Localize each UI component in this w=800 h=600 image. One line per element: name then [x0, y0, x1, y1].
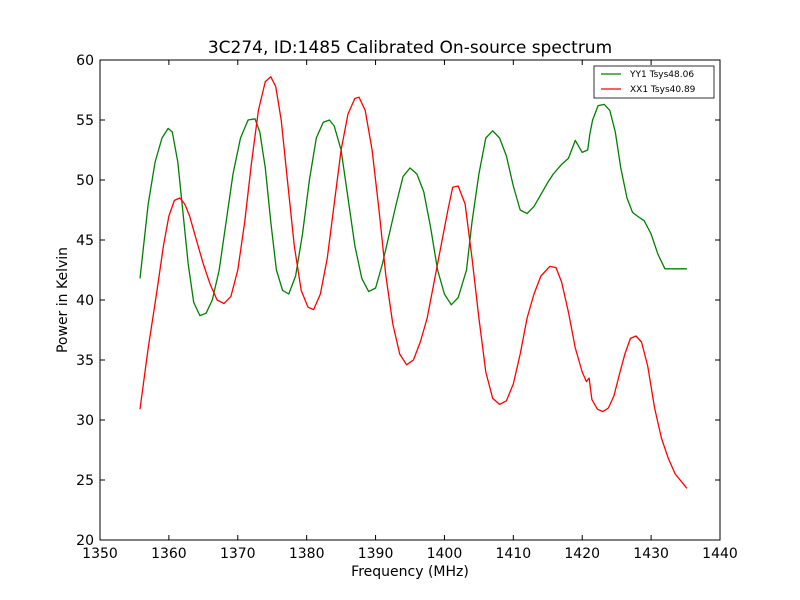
plot-series	[139, 76, 688, 489]
legend-box	[593, 65, 715, 99]
legend-label-xx1: XX1 Tsys40.89	[630, 85, 696, 95]
legend-label-yy1: YY1 Tsys48.06	[629, 70, 694, 80]
axis-ticks: 1350 1360 1370 1380 1390 1400 1410 1420 1430 1440…	[76, 53, 738, 562]
x-tick-label: 1430	[633, 546, 669, 562]
series-line-xx1	[139, 76, 688, 489]
x-tick-label: 1410	[496, 546, 532, 562]
x-axis-title: Frequency (MHz)	[351, 564, 469, 580]
series-line-yy1	[139, 103, 687, 317]
legend: YY1 Tsys48.06 XX1 Tsys40.89	[593, 65, 715, 99]
y-axis-title: Power in Kelvin	[55, 247, 71, 353]
x-tick-label: 1350	[82, 546, 118, 562]
x-tick-label: 1370	[220, 546, 256, 562]
chart-title: 3C274, ID:1485 Calibrated On-source spec…	[208, 38, 612, 58]
y-tick-label: 50	[76, 173, 94, 189]
x-tick-label: 1400	[427, 546, 463, 562]
x-tick-label: 1390	[358, 546, 394, 562]
x-tick-label: 1440	[702, 546, 738, 562]
x-tick-label: 1360	[151, 546, 187, 562]
y-tick-label: 55	[76, 113, 94, 129]
x-tick-label: 1380	[289, 546, 325, 562]
x-tick-label: 1420	[564, 546, 600, 562]
y-tick-label: 20	[76, 533, 94, 549]
y-tick-label: 40	[76, 293, 94, 309]
y-tick-label: 45	[76, 233, 94, 249]
y-tick-label: 35	[76, 353, 94, 369]
y-tick-label: 25	[76, 473, 94, 489]
y-tick-label: 30	[76, 413, 94, 429]
y-tick-label: 60	[76, 53, 94, 69]
